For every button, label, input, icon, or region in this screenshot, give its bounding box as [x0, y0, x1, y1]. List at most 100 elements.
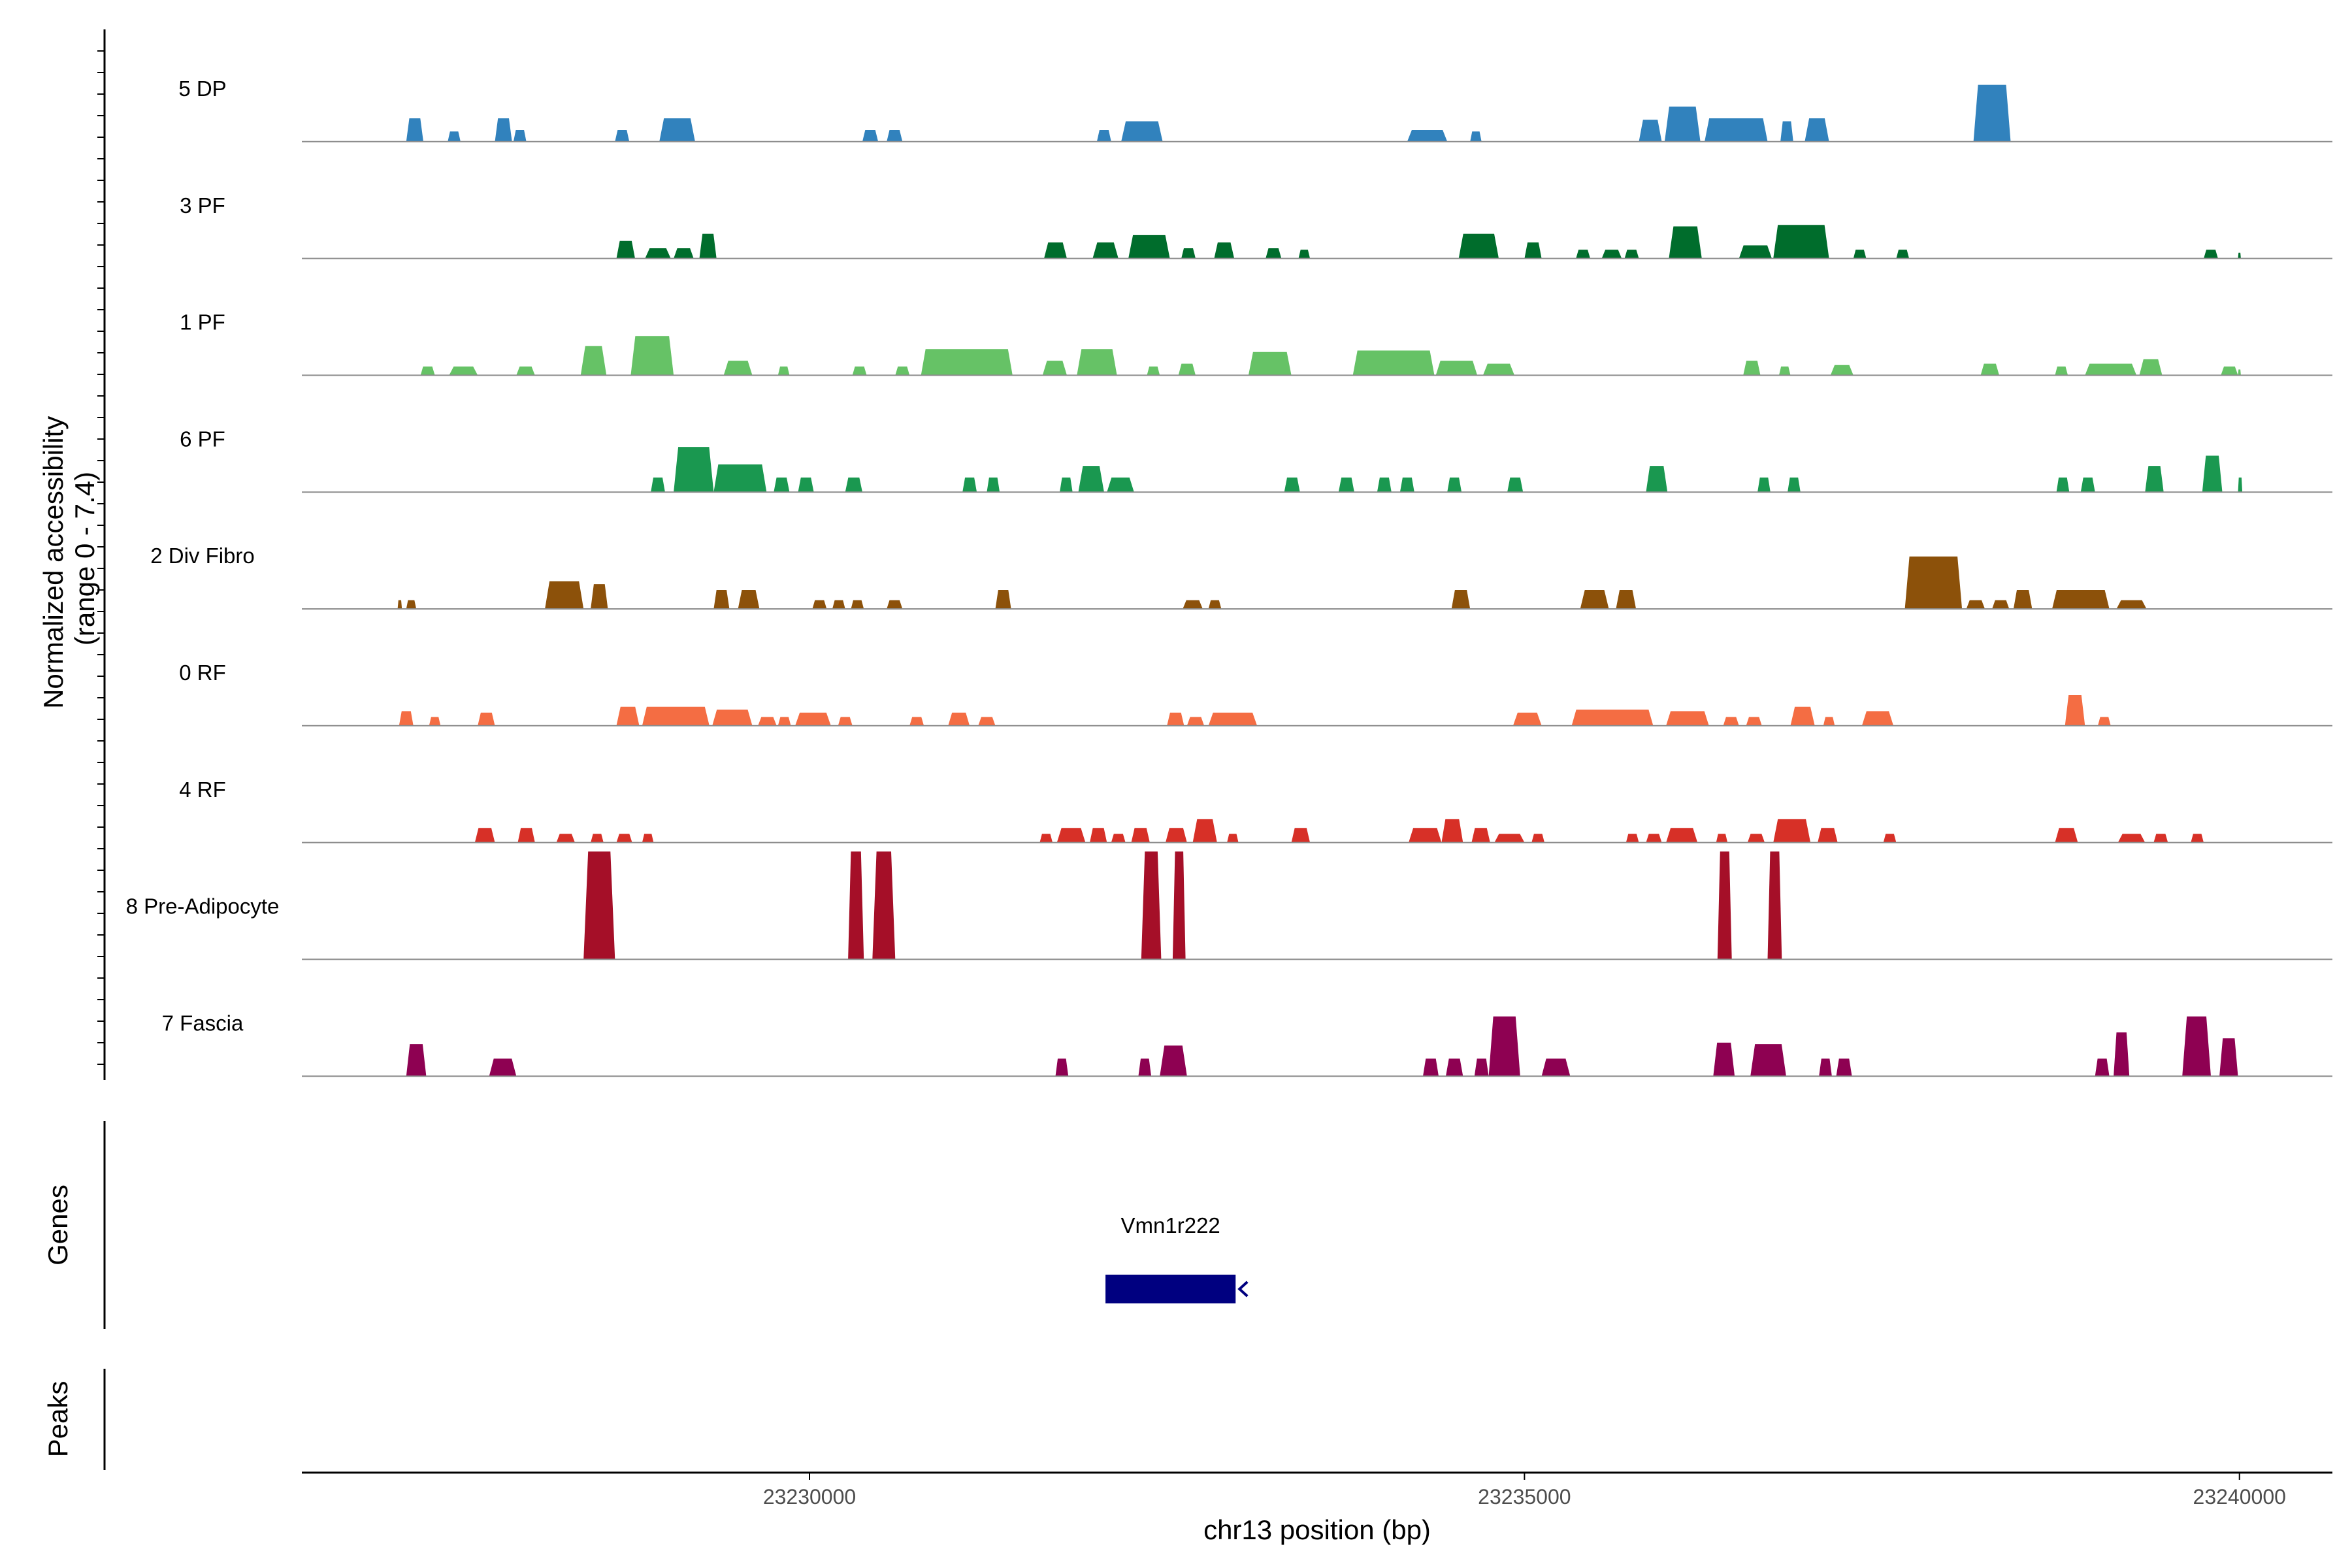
coverage-peak — [774, 477, 790, 493]
gene-annotations: Vmn1r222 — [1105, 1213, 1249, 1303]
coverage-peak — [1757, 477, 1771, 493]
coverage-peak — [1576, 250, 1590, 259]
track-label: 1 PF — [180, 310, 225, 335]
coverage-peak — [1743, 361, 1761, 376]
coverage-peak — [1055, 1058, 1069, 1077]
coverage-peak — [1039, 834, 1053, 843]
coverage-peak — [1830, 365, 1854, 376]
coverage-peak — [420, 367, 435, 376]
coverage-peak — [2085, 363, 2137, 376]
coverage-peak — [1077, 349, 1117, 376]
coverage-peak — [1096, 130, 1111, 142]
coverage-peak — [1178, 363, 1196, 376]
coverage-peak — [798, 477, 814, 493]
coverage-peak — [777, 367, 790, 376]
coverage-peak — [1482, 363, 1514, 376]
coverage-peak — [1423, 1058, 1439, 1077]
coverage-peak — [1767, 851, 1782, 960]
coverage-peak — [1747, 834, 1765, 843]
coverage-peak — [1183, 600, 1203, 609]
coverage-peak — [838, 717, 853, 726]
coverage-peak — [406, 1044, 427, 1077]
coverage-peak — [495, 118, 512, 142]
coverage-peak — [1471, 828, 1490, 843]
coverage-peak — [1779, 367, 1791, 376]
track-label: 8 Pre-Adipocyte — [126, 894, 280, 919]
coverage-peak — [616, 240, 635, 259]
coverage-peak — [474, 828, 495, 843]
coverage-peak — [962, 477, 977, 493]
track-label: 3 PF — [180, 193, 225, 218]
coverage-peak — [1298, 250, 1311, 259]
coverage-peak — [651, 477, 665, 493]
coverage-peak — [1512, 712, 1542, 726]
coverage-peak — [1716, 834, 1728, 843]
coverage-peak — [1060, 477, 1073, 493]
coverage-peak — [1446, 1058, 1463, 1077]
gene-body — [1105, 1275, 1236, 1303]
coverage-peak — [1111, 834, 1126, 843]
coverage-peak — [2139, 359, 2163, 376]
coverage-peak — [1646, 466, 1668, 493]
coverage-peak — [1973, 84, 2011, 142]
coverage-peak — [848, 851, 864, 960]
coverage-peak — [1788, 477, 1801, 493]
coverage-peak — [1750, 1044, 1786, 1077]
y-axis-title-line-2: (range 0 - 7.4) — [69, 472, 100, 645]
coverage-peak — [448, 131, 461, 142]
coverage-peak — [580, 346, 607, 376]
track-8-pre-adipocyte: 8 Pre-Adipocyte — [126, 851, 2332, 960]
coverage-peak — [995, 590, 1011, 609]
coverage-peak — [2056, 477, 2070, 493]
coverage-peak — [895, 367, 910, 376]
coverage-peak — [1639, 120, 1662, 142]
coverage-peak — [909, 717, 924, 726]
coverage-peak — [1666, 711, 1709, 726]
coverage-peak — [2238, 252, 2241, 259]
coverage-peak — [2238, 369, 2241, 376]
x-axis: 23230000 23235000 23240000 — [763, 1473, 2286, 1509]
coverage-peak — [2204, 250, 2218, 259]
coverage-peak — [948, 712, 970, 726]
coverage-peak — [1823, 717, 1835, 726]
coverage-peak — [1541, 1058, 1571, 1077]
coverage-peak — [1488, 1016, 1520, 1077]
coverage-peak — [1966, 600, 1985, 609]
coverage-peak — [1494, 834, 1525, 843]
gene-label: Vmn1r222 — [1121, 1213, 1220, 1237]
coverage-peak — [1192, 819, 1217, 843]
coverage-peak — [1883, 834, 1897, 843]
coverage-peak — [406, 600, 417, 609]
coverage-peak — [591, 834, 604, 843]
y-axis-title: Normalized accessibility (range 0 - 7.4) — [38, 408, 100, 709]
coverage-peak — [2065, 695, 2085, 726]
coverage-peak — [645, 248, 671, 259]
coverage-peak — [642, 834, 654, 843]
track-label: 5 DP — [178, 76, 226, 101]
track-4-rf: 4 RF — [179, 777, 2332, 843]
track-label: 6 PF — [180, 427, 225, 451]
coverage-peak — [2145, 466, 2164, 493]
coverage-peak — [449, 367, 478, 376]
coverage-peak — [921, 349, 1013, 376]
x-tick-label: 23240000 — [2193, 1485, 2286, 1509]
coverage-peak — [1248, 351, 1292, 376]
coverage-peak — [712, 710, 753, 726]
track-label: 0 RF — [179, 661, 226, 685]
coverage-peak — [978, 717, 996, 726]
track-1-pf: 1 PF — [180, 310, 2332, 376]
x-tick-label: 23230000 — [763, 1485, 856, 1509]
coverage-peak — [1441, 819, 1463, 843]
coverage-peak — [2055, 828, 2078, 843]
coverage-peak — [1625, 834, 1639, 843]
coverage-peak — [1980, 363, 1999, 376]
coverage-peak — [1790, 706, 1815, 726]
coverage-peak — [1616, 590, 1637, 609]
coverage-peak — [2095, 1058, 2110, 1077]
coverage-peak — [1853, 250, 1867, 259]
coverage-peak — [517, 828, 535, 843]
coverage-peak — [738, 590, 760, 609]
strand-arrow-icon — [1237, 1281, 1249, 1298]
y-axis-title-line-1: Normalized accessibility — [38, 416, 69, 709]
coverage-peak — [1090, 828, 1107, 843]
